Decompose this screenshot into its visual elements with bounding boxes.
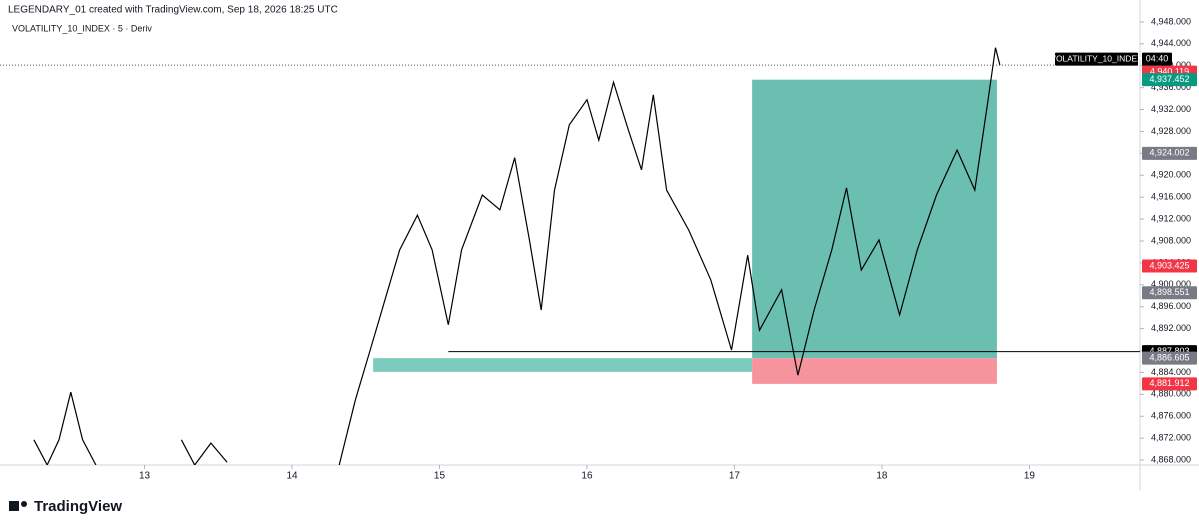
footer-brand: TradingView — [34, 498, 122, 515]
header-title: LEGENDARY_01 created with TradingView.co… — [8, 5, 338, 16]
y-tick-label: 4,928.000 — [1151, 126, 1191, 136]
symbol-tag-box — [1055, 52, 1138, 66]
y-tick-label: 4,948.000 — [1151, 16, 1191, 26]
x-tick-label: 15 — [434, 471, 446, 482]
price-label: 4,881.912 — [1149, 378, 1189, 388]
y-tick-label: 4,916.000 — [1151, 192, 1191, 202]
x-tick-label: 18 — [876, 471, 888, 482]
y-tick-label: 4,892.000 — [1151, 323, 1191, 333]
y-tick-label: 4,876.000 — [1151, 411, 1191, 421]
price-label: 4,937.452 — [1149, 74, 1189, 84]
y-tick-label: 4,872.000 — [1151, 433, 1191, 443]
support-zone — [373, 358, 753, 372]
price-label: 4,898.551 — [1149, 287, 1189, 297]
plot-area — [0, 47, 1140, 465]
y-tick-label: 4,944.000 — [1151, 38, 1191, 48]
logo — [9, 501, 27, 511]
price-label: 4,924.002 — [1149, 148, 1189, 158]
price-line — [33, 47, 1001, 465]
y-tick-label: 4,900.000 — [1151, 279, 1191, 289]
price-label: 4,886.605 — [1149, 353, 1189, 363]
price-label: 4,903.425 — [1149, 260, 1189, 270]
price-label-box — [1142, 146, 1197, 160]
y-tick-label: 4,912.000 — [1151, 213, 1191, 223]
symbol-info: VOLATILITY_10_INDEX · 5 · Deriv — [12, 23, 152, 33]
y-tick-label: 4,920.000 — [1151, 170, 1191, 180]
y-tick-label: 4,908.000 — [1151, 235, 1191, 245]
countdown-box — [1142, 52, 1172, 66]
price-label: 4,940.119 — [1150, 66, 1189, 76]
y-tick-label: 4,932.000 — [1151, 104, 1191, 114]
y-tick-label: 4,884.000 — [1151, 367, 1191, 377]
x-tick-label: 16 — [581, 471, 593, 482]
y-tick-label: 4,868.000 — [1151, 454, 1191, 464]
countdown: 04:40 — [1146, 53, 1169, 63]
y-tick-label: 4,880.000 — [1151, 389, 1191, 399]
price-label-box — [1142, 377, 1197, 391]
x-tick-label: 14 — [286, 471, 298, 482]
x-tick-label: 19 — [1024, 471, 1036, 482]
y-tick-label: 4,896.000 — [1151, 301, 1191, 311]
price-label-box — [1142, 73, 1197, 87]
price-label: 4,887.803 — [1149, 346, 1189, 356]
y-tick-label: 4,936.000 — [1151, 82, 1191, 92]
loss-area — [752, 358, 997, 384]
symbol-tag: VOLATILITY_10_INDEX — [1050, 53, 1143, 63]
price-label-box — [1142, 286, 1197, 300]
x-tick-label: 13 — [139, 471, 151, 482]
price-label-box — [1142, 259, 1197, 273]
price-label-box — [1142, 351, 1197, 365]
x-tick-label: 17 — [729, 471, 741, 482]
profit-area — [752, 79, 997, 359]
